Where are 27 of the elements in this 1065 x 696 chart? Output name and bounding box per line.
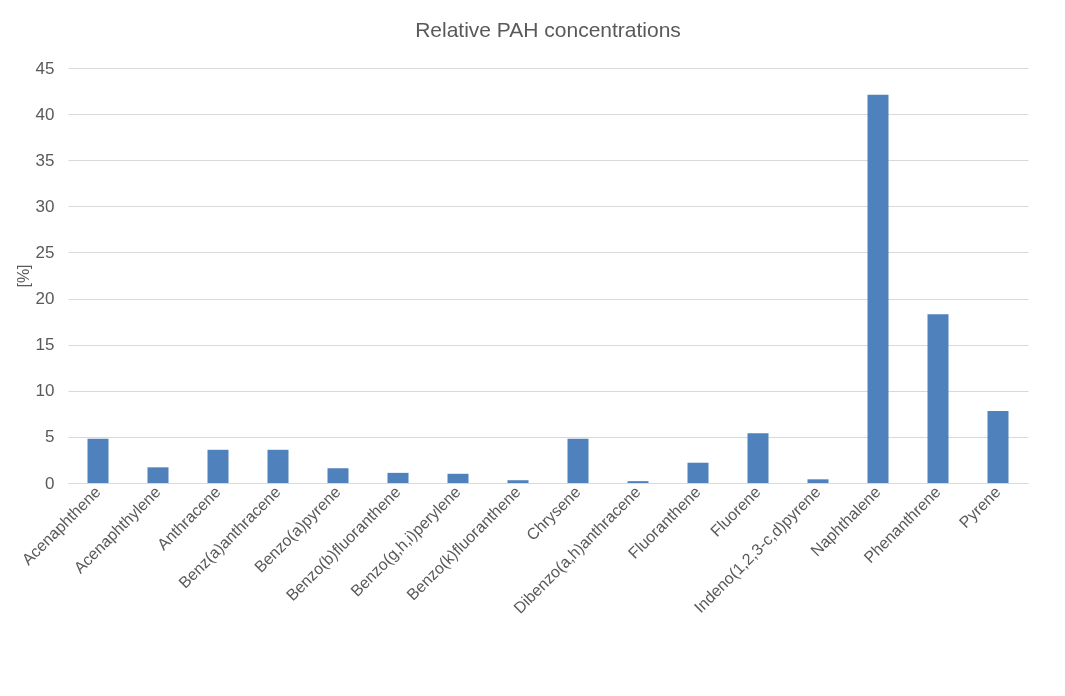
bar	[327, 468, 349, 483]
y-tick-label: 45	[35, 58, 55, 78]
bar	[747, 433, 769, 483]
chart-title: Relative PAH concentrations	[415, 18, 681, 41]
y-tick-label: 30	[35, 196, 55, 216]
y-tick-label: 20	[35, 289, 55, 309]
y-tick-label: 25	[35, 242, 55, 262]
y-axis-title: [%]	[14, 264, 32, 288]
bar	[207, 449, 229, 483]
bar	[987, 411, 1009, 483]
bar	[87, 438, 109, 483]
bar	[267, 449, 289, 483]
bar	[147, 467, 169, 483]
bar	[387, 472, 409, 483]
bar	[807, 479, 829, 483]
y-tick-label: 0	[45, 473, 55, 493]
y-tick-label: 35	[35, 150, 55, 170]
bar	[447, 473, 469, 483]
bar	[687, 462, 709, 483]
bar	[507, 480, 529, 483]
bar	[867, 94, 889, 483]
y-tick-label: 10	[35, 381, 55, 401]
y-tick-label: 40	[35, 104, 55, 124]
bar	[927, 314, 949, 483]
y-tick-label: 5	[45, 427, 55, 447]
y-tick-label: 15	[35, 335, 55, 355]
bar	[567, 438, 589, 483]
